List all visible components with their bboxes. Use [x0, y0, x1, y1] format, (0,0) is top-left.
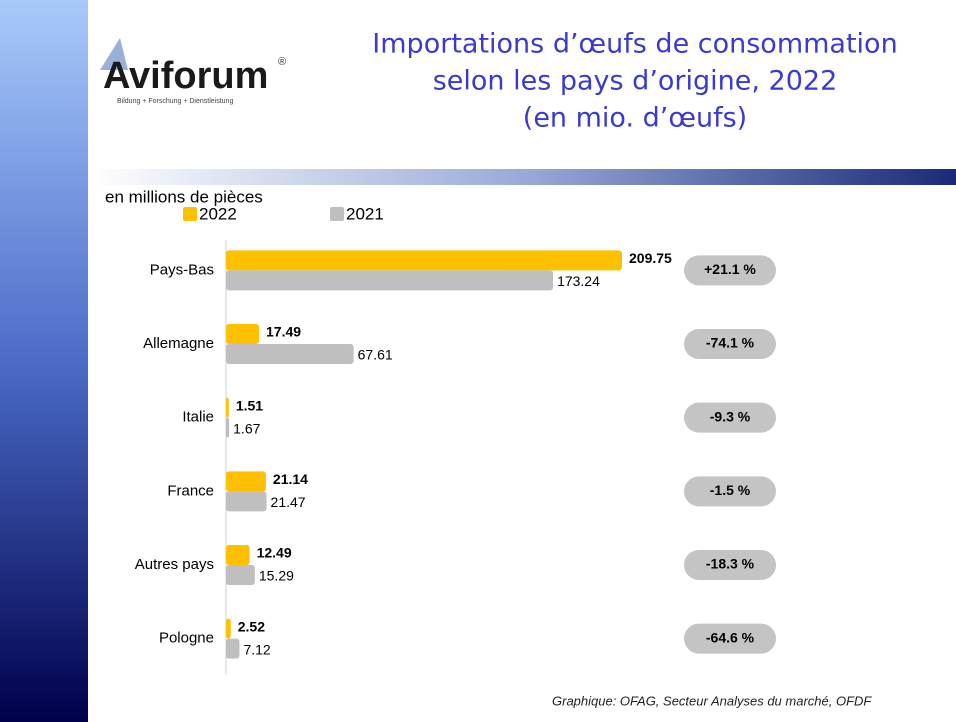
bar: [226, 270, 554, 291]
value-label: 2.52: [238, 618, 265, 634]
value-label: 173.24: [557, 273, 600, 289]
bar: [226, 565, 255, 585]
value-label: 7.12: [243, 641, 270, 657]
change-label: -9.3 %: [710, 408, 751, 424]
bar: [226, 417, 230, 438]
value-label: 21.14: [273, 471, 308, 487]
change-label: -74.1 %: [706, 335, 755, 351]
category-label: Allemagne: [143, 335, 214, 352]
logo-registered: ®: [278, 56, 286, 68]
value-label: 15.29: [259, 568, 294, 584]
category-label: France: [167, 482, 214, 499]
bar: [226, 324, 260, 344]
side-band: [0, 0, 88, 722]
logo-mark: [100, 38, 128, 70]
category-label: Pologne: [159, 630, 214, 647]
change-label: -1.5 %: [710, 482, 751, 498]
legend-swatch: [330, 207, 344, 221]
value-label: 17.49: [266, 324, 301, 340]
logo-tagline: Bildung + Forschung + Dienstleistung: [117, 98, 233, 105]
legend-label: 2021: [346, 204, 384, 223]
header-rule: [88, 169, 956, 185]
change-label: -64.6 %: [706, 629, 755, 645]
bar: [226, 397, 229, 418]
value-label: 12.49: [257, 545, 292, 561]
bar: [226, 638, 240, 659]
bar: [226, 344, 354, 364]
bar: [226, 545, 250, 565]
value-label: 21.47: [271, 494, 306, 510]
change-pill: [684, 623, 776, 654]
bar: [226, 471, 266, 492]
source: Graphique: OFAG, Secteur Analyses du mar…: [552, 693, 872, 708]
title-line: selon les pays d’origine, 2022: [433, 66, 838, 97]
bar: [226, 618, 231, 639]
legend-swatch: [183, 207, 197, 221]
logo-name: Aviforum: [103, 55, 268, 97]
logo: Aviforum ® Bildung + Forschung + Dienstl…: [100, 38, 286, 105]
value-label: 1.67: [233, 420, 260, 436]
change-pill: [684, 550, 776, 580]
change-pill: [684, 402, 776, 433]
bar: [226, 250, 622, 271]
axis-label: en millions de pièces: [105, 187, 263, 206]
value-label: 209.75: [629, 250, 672, 266]
category-label: Autres pays: [135, 556, 214, 573]
value-label: 67.61: [358, 347, 393, 363]
category-label: Pays-Bas: [150, 261, 214, 278]
title-line: Importations d’œufs de consommation: [372, 29, 897, 60]
change-label: +21.1 %: [704, 261, 756, 277]
value-label: 1.51: [236, 397, 263, 413]
change-pill: [684, 476, 776, 507]
change-pill: [684, 255, 776, 286]
legend-label: 2022: [199, 204, 237, 223]
title-line: (en mio. d’œufs): [523, 103, 747, 134]
bar: [226, 491, 267, 512]
change-label: -18.3 %: [706, 556, 755, 572]
category-label: Italie: [182, 409, 214, 426]
change-pill: [684, 329, 776, 359]
